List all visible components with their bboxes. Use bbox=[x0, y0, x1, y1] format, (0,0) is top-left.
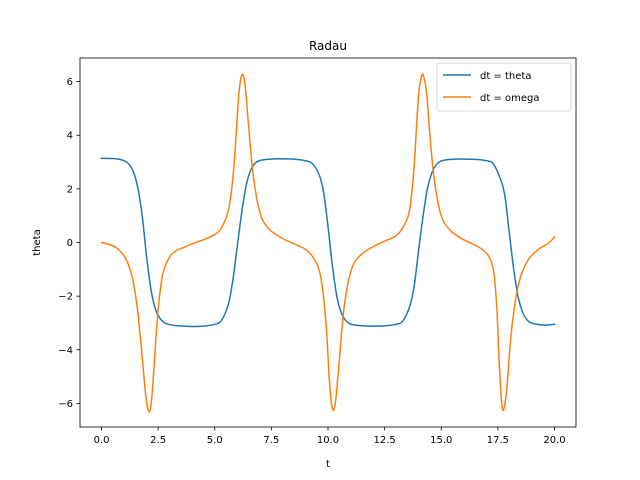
x-tick-label: 0.0 bbox=[94, 435, 110, 446]
x-tick-label: 20.0 bbox=[543, 435, 565, 446]
x-axis-label: t bbox=[326, 459, 330, 470]
chart-title: Radau bbox=[309, 39, 347, 53]
x-tick-label: 15.0 bbox=[430, 435, 452, 446]
x-tick-label: 12.5 bbox=[373, 435, 395, 446]
y-tick-label: 2 bbox=[67, 184, 73, 195]
ticks-layer: 0.0 2.5 5.0 7.5 10.0 12.5 15.0 17.5 20.0 −6 −4 −2 0 2… bbox=[58, 77, 565, 446]
x-tick-label: 2.5 bbox=[150, 435, 166, 446]
x-tick-label: 7.5 bbox=[263, 435, 279, 446]
x-tick-label: 10.0 bbox=[317, 435, 339, 446]
x-tick-label: 17.5 bbox=[487, 435, 509, 446]
x-tick-label: 5.0 bbox=[207, 435, 223, 446]
y-tick-label: 6 bbox=[67, 77, 73, 88]
y-axis-label: theta bbox=[32, 229, 43, 255]
series-layer bbox=[100, 73, 556, 413]
legend-label-theta: dt = theta bbox=[480, 71, 531, 82]
y-tick-label: −4 bbox=[58, 345, 73, 356]
series-line-0 bbox=[100, 157, 556, 328]
y-tick-label: 4 bbox=[67, 131, 73, 142]
series-line-1 bbox=[100, 73, 556, 413]
y-tick-label: −6 bbox=[58, 399, 73, 410]
y-tick-label: 0 bbox=[67, 238, 73, 249]
legend: dt = theta dt = omega bbox=[436, 62, 572, 112]
legend-label-omega: dt = omega bbox=[480, 93, 540, 104]
y-tick-label: −2 bbox=[58, 292, 73, 303]
